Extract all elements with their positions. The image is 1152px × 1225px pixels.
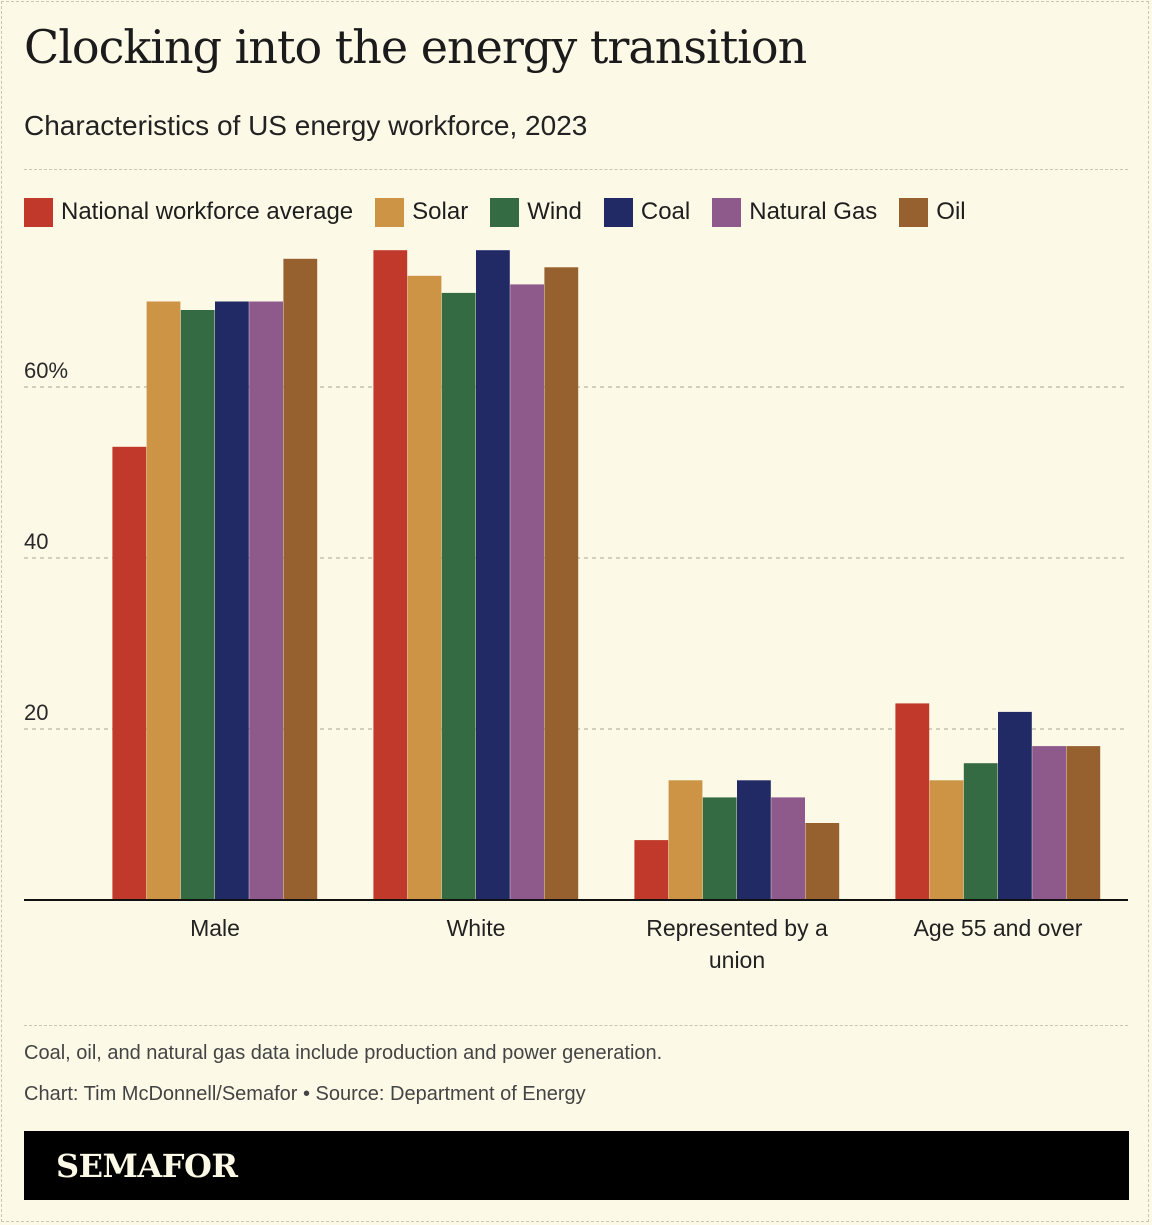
legend-swatch	[603, 197, 633, 227]
x-category-label: White	[447, 915, 506, 941]
chart-subtitle: Characteristics of US energy workforce, …	[24, 110, 588, 141]
bar-wind-age-55-and-over	[963, 763, 998, 900]
legend-item-coal: Coal	[603, 197, 691, 227]
x-category-label: Male	[190, 915, 240, 941]
source-credit: Chart: Tim McDonnell/Semafor • Source: D…	[24, 1083, 586, 1105]
top-divider	[24, 169, 1128, 170]
bar-wind-represented-by-a-union	[702, 797, 737, 900]
legend-item-solar: Solar	[375, 197, 469, 227]
bar-oil-male	[283, 258, 318, 901]
legend-swatch	[24, 197, 53, 227]
bar-coal-male	[215, 301, 249, 900]
x-category-label: Represented by a	[646, 915, 828, 941]
y-tick-label: 40	[24, 529, 48, 554]
legend-label: Oil	[936, 198, 966, 225]
bar-natural-gas-age-55-and-over	[1032, 746, 1066, 900]
footnote: Coal, oil, and natural gas data include …	[24, 1042, 663, 1064]
legend: National workforce average Solar Wind Coal N…	[24, 196, 988, 228]
chart-title: Clocking into the energy transition	[24, 20, 807, 74]
legend-label: National workforce average	[61, 198, 354, 225]
bar-oil-white	[544, 267, 579, 900]
footer-bar: SEMAFOR	[24, 1131, 1129, 1200]
bar-solar-male	[146, 301, 181, 900]
bar-solar-represented-by-a-union	[668, 780, 703, 900]
bar-solar-age-55-and-over	[929, 780, 964, 900]
bar-coal-age-55-and-over	[998, 711, 1032, 900]
bar-national-workforce-average-age-55-and-over	[895, 703, 930, 900]
bar-natural-gas-male	[249, 301, 283, 900]
legend-label: Coal	[640, 198, 691, 225]
y-tick-label: 20	[24, 700, 48, 725]
legend-label: Natural Gas	[749, 198, 878, 225]
bar-national-workforce-average-male	[112, 446, 147, 900]
bar-natural-gas-white	[510, 284, 544, 900]
legend-swatch	[490, 197, 520, 227]
bar-wind-male	[180, 310, 215, 900]
bar-coal-white	[476, 250, 510, 900]
bar-solar-white	[407, 275, 442, 900]
legend-swatch	[712, 197, 742, 227]
bottom-divider	[24, 1025, 1128, 1026]
x-category-label: union	[709, 947, 765, 973]
legend-item-natural-gas: Natural Gas	[712, 197, 878, 227]
bar-chart: 20 40 60% Male White Represented by a union Age…	[24, 250, 1128, 973]
legend-item-wind: Wind	[490, 197, 582, 227]
bar-wind-white	[441, 292, 476, 900]
bar-natural-gas-represented-by-a-union	[771, 797, 805, 900]
bar-national-workforce-average-represented-by-a-union	[634, 840, 669, 900]
bar-oil-age-55-and-over	[1066, 746, 1101, 900]
legend-item-oil: Oil	[899, 197, 966, 227]
bar-coal-represented-by-a-union	[737, 780, 771, 900]
legend-swatch	[899, 197, 929, 227]
y-tick-label: 60%	[24, 358, 68, 383]
semafor-logo[interactable]: SEMAFOR	[56, 1147, 238, 1185]
legend-label: Wind	[527, 198, 582, 225]
legend-item-national-workforce-average: National workforce average	[24, 197, 354, 227]
x-category-label: Age 55 and over	[914, 915, 1083, 941]
bar-national-workforce-average-white	[373, 250, 408, 900]
legend-label: Solar	[412, 198, 469, 225]
bar-oil-represented-by-a-union	[805, 823, 840, 900]
legend-swatch	[375, 197, 405, 227]
